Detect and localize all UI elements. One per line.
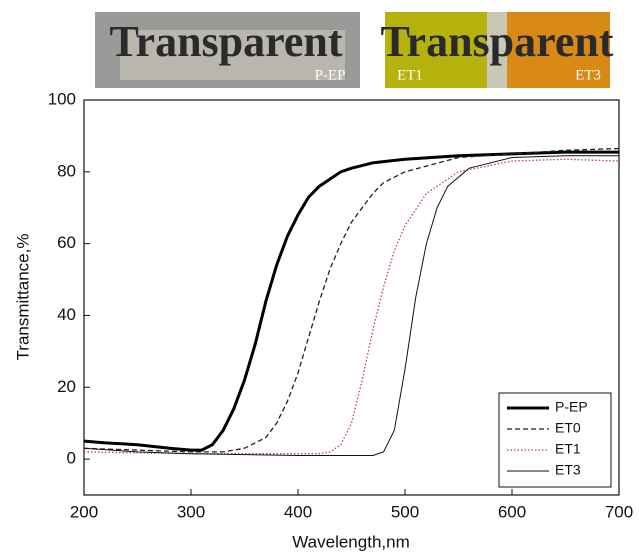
y-tick-label: 40 [57, 305, 76, 324]
x-tick-label: 600 [498, 502, 526, 521]
x-tick-label: 400 [284, 502, 312, 521]
legend: P-EP ET0 ET1 ET3 [499, 393, 611, 487]
photo-text: Transparent [380, 17, 613, 66]
y-tick-label: 0 [67, 449, 76, 468]
x-tick-label: 700 [605, 502, 633, 521]
legend-label: ET1 [555, 441, 581, 457]
legend-label: P-EP [555, 399, 588, 415]
photo-label: P-EP [315, 67, 346, 83]
legend-label: ET3 [555, 462, 581, 478]
legend-label: ET0 [555, 420, 581, 436]
photo-text: Transparent [109, 17, 342, 66]
y-tick-label: 80 [57, 161, 76, 180]
chart: Transparent P-EP Transparent ET1 ET3 Wav… [0, 0, 639, 558]
y-tick-label: 100 [48, 89, 76, 108]
y-tick-label: 60 [57, 233, 76, 252]
y-axis-label: Transmittance,% [13, 234, 32, 361]
y-tick-label: 20 [57, 377, 76, 396]
x-tick-label: 200 [70, 502, 98, 521]
photo-label: ET1 [397, 67, 423, 83]
x-tick-label: 500 [391, 502, 419, 521]
x-tick-label: 300 [177, 502, 205, 521]
photo-label: ET3 [575, 67, 601, 83]
x-axis-label: Wavelength,nm [292, 532, 409, 551]
